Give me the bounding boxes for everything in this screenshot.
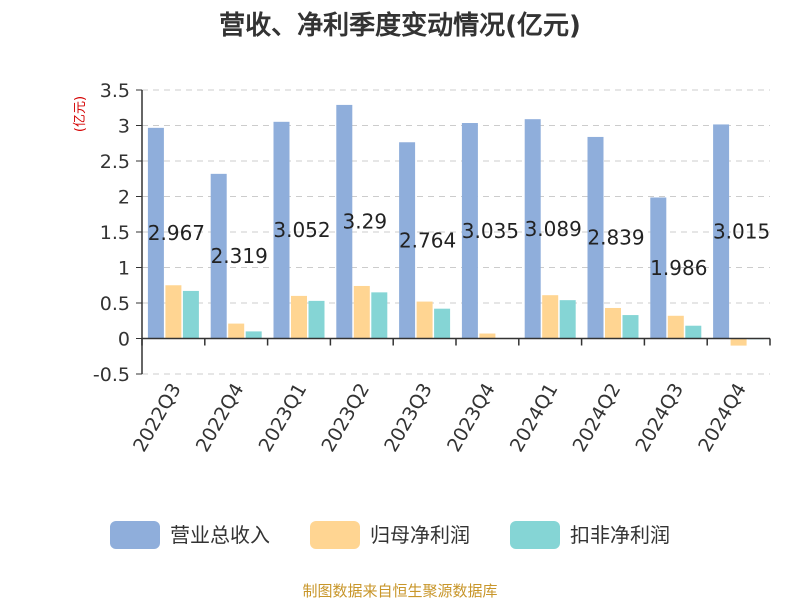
- legend-swatch[interactable]: [110, 521, 160, 549]
- bar-group-2024Q3: [650, 197, 702, 339]
- bar-2023Q3-series-1[interactable]: [416, 301, 433, 339]
- bar-2024Q1-series-0[interactable]: [524, 119, 541, 339]
- bar-2023Q3-series-2[interactable]: [434, 308, 451, 339]
- x-tick-label: 2023Q3: [380, 380, 437, 456]
- y-tick-label: 2.5: [100, 151, 130, 173]
- bar-2024Q3-series-2[interactable]: [685, 325, 702, 339]
- bar-2022Q4-series-1[interactable]: [228, 323, 245, 339]
- bar-group-2023Q2: [336, 104, 388, 339]
- bar-2024Q1-series-1[interactable]: [542, 295, 559, 339]
- bar-2023Q1-series-0[interactable]: [273, 121, 290, 339]
- data-label: 2.839: [587, 226, 644, 250]
- bar-2022Q4-series-0[interactable]: [210, 173, 227, 339]
- bar-group-2023Q1: [273, 121, 325, 339]
- data-label: 2.319: [211, 244, 268, 268]
- bar-group-2023Q4: [461, 123, 496, 339]
- bar-2023Q4-series-0[interactable]: [461, 123, 478, 339]
- bar-group-2022Q3: [147, 127, 199, 339]
- x-tick-label: 2024Q1: [506, 380, 563, 456]
- chart-title: 营收、净利季度变动情况(亿元): [219, 10, 581, 41]
- bar-2023Q2-series-2[interactable]: [371, 292, 388, 339]
- legend-swatch[interactable]: [310, 521, 360, 549]
- x-tick-label: 2024Q2: [569, 380, 626, 456]
- y-tick-label: 3: [118, 116, 130, 138]
- data-label: 3.29: [343, 210, 388, 234]
- data-label: 3.015: [713, 219, 770, 243]
- bar-2024Q2-series-2[interactable]: [622, 315, 639, 339]
- grid-lines: -0.5 0 0.5 1 1.5 2 2.5 3 3.5: [93, 80, 770, 386]
- x-tick-label: 2023Q2: [317, 380, 374, 456]
- legend-label[interactable]: 归母净利润: [370, 523, 470, 547]
- bar-2024Q3-series-0[interactable]: [650, 197, 667, 339]
- bar-2023Q2-series-0[interactable]: [336, 104, 353, 339]
- y-tick-label: 2: [118, 187, 130, 209]
- x-tick-label: 2024Q4: [694, 380, 751, 456]
- bar-2022Q4-series-2[interactable]: [245, 331, 262, 339]
- data-label: 3.089: [525, 217, 582, 241]
- bar-group-2024Q1: [524, 119, 576, 339]
- x-tick-label: 2023Q4: [443, 380, 500, 456]
- y-tick-label: 1: [118, 258, 130, 280]
- bar-group-2023Q3: [399, 142, 451, 339]
- legend-item-1[interactable]: 归母净利润: [310, 521, 470, 549]
- bar-2022Q3-series-0[interactable]: [147, 127, 164, 339]
- y-tick-label: 0: [118, 329, 130, 351]
- bar-groups: [147, 104, 765, 346]
- y-tick-label: 0.5: [100, 293, 130, 315]
- x-tick-label: 2022Q3: [129, 380, 186, 456]
- legend-swatch[interactable]: [510, 521, 560, 549]
- y-tick-label: 1.5: [100, 222, 130, 244]
- legend[interactable]: 营业总收入 归母净利润 扣非净利润: [110, 521, 670, 549]
- bar-2023Q2-series-1[interactable]: [353, 285, 370, 339]
- data-label: 1.986: [650, 256, 707, 280]
- bar-2022Q3-series-1[interactable]: [165, 285, 182, 339]
- bar-2022Q3-series-2[interactable]: [182, 290, 199, 339]
- source-note: 制图数据来自恒生聚源数据库: [302, 582, 497, 600]
- legend-item-0[interactable]: 营业总收入: [110, 521, 270, 549]
- legend-label[interactable]: 营业总收入: [170, 523, 270, 547]
- legend-label[interactable]: 扣非净利润: [570, 523, 670, 547]
- bar-2024Q4-series-0[interactable]: [713, 124, 730, 339]
- legend-item-2[interactable]: 扣非净利润: [510, 521, 670, 549]
- data-label: 3.052: [273, 218, 330, 242]
- bar-2023Q4-series-1[interactable]: [479, 333, 496, 339]
- y-axis-unit-label: (亿元): [73, 96, 88, 132]
- bar-2023Q1-series-2[interactable]: [308, 300, 325, 339]
- data-label: 3.035: [462, 219, 519, 243]
- bar-2024Q3-series-1[interactable]: [667, 315, 684, 339]
- y-tick-label: 3.5: [100, 80, 130, 102]
- x-tick-label: 2023Q1: [255, 380, 312, 456]
- bar-2024Q2-series-1[interactable]: [605, 307, 621, 339]
- x-tick-label: 2022Q4: [192, 380, 249, 456]
- bar-2024Q1-series-2[interactable]: [559, 300, 576, 339]
- bar-2023Q1-series-1[interactable]: [291, 295, 307, 339]
- bar-group-2024Q2: [587, 136, 639, 339]
- bar-2023Q3-series-0[interactable]: [399, 142, 416, 339]
- y-tick-label: -0.5: [93, 364, 130, 386]
- x-tick-label: 2024Q3: [631, 380, 688, 456]
- bar-2024Q2-series-0[interactable]: [587, 136, 604, 339]
- data-label: 2.967: [148, 221, 205, 245]
- bar-2024Q4-series-1[interactable]: [730, 338, 747, 346]
- data-label: 2.764: [399, 228, 456, 252]
- bar-group-2022Q4: [210, 173, 262, 339]
